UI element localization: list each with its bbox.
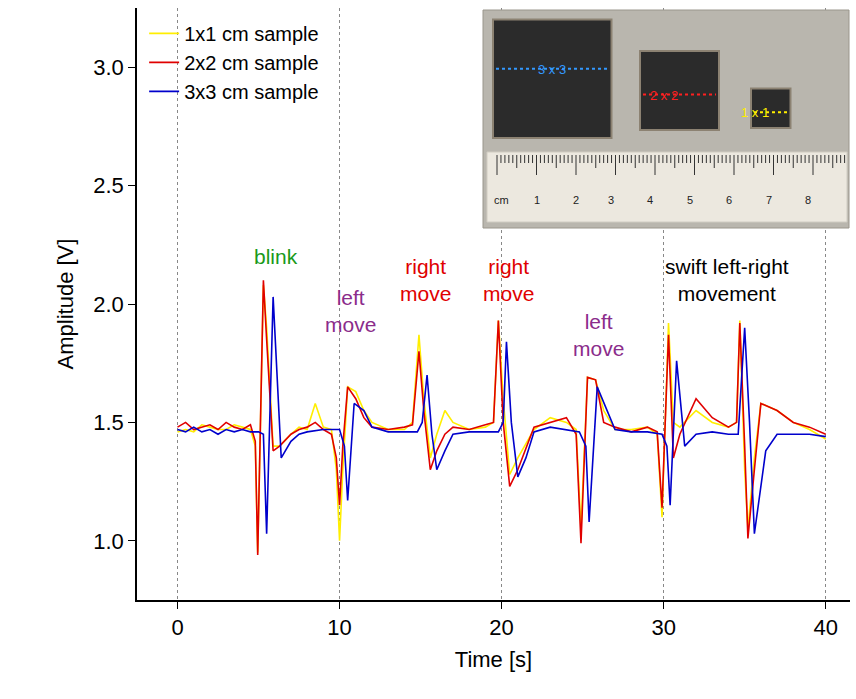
svg-text:2 x 2: 2 x 2 bbox=[650, 88, 678, 103]
svg-text:10: 10 bbox=[327, 615, 351, 640]
svg-text:3x3 cm sample: 3x3 cm sample bbox=[184, 81, 319, 103]
svg-text:1: 1 bbox=[534, 194, 540, 206]
svg-text:3 x 3: 3 x 3 bbox=[538, 62, 566, 77]
svg-text:1.5: 1.5 bbox=[93, 410, 124, 435]
svg-text:rightmove: rightmove bbox=[400, 255, 451, 305]
svg-text:7: 7 bbox=[766, 194, 772, 206]
svg-text:30: 30 bbox=[651, 615, 675, 640]
svg-text:rightmove: rightmove bbox=[483, 255, 534, 305]
svg-text:leftmove: leftmove bbox=[573, 310, 624, 360]
svg-text:5: 5 bbox=[687, 194, 693, 206]
svg-text:Time [s]: Time [s] bbox=[455, 647, 532, 672]
svg-text:4: 4 bbox=[647, 194, 653, 206]
svg-text:leftmove: leftmove bbox=[325, 286, 376, 336]
svg-text:1x1 cm sample: 1x1 cm sample bbox=[184, 23, 319, 45]
svg-text:2.5: 2.5 bbox=[93, 173, 124, 198]
svg-text:cm: cm bbox=[494, 194, 509, 206]
svg-text:2x2 cm sample: 2x2 cm sample bbox=[184, 52, 319, 74]
svg-text:40: 40 bbox=[813, 615, 837, 640]
svg-text:1 x 1: 1 x 1 bbox=[741, 105, 769, 120]
svg-text:2: 2 bbox=[573, 194, 579, 206]
svg-text:8: 8 bbox=[805, 194, 811, 206]
svg-text:Amplitude [V]: Amplitude [V] bbox=[53, 239, 78, 370]
svg-text:1.0: 1.0 bbox=[93, 529, 124, 554]
svg-text:3.0: 3.0 bbox=[93, 55, 124, 80]
svg-text:6: 6 bbox=[726, 194, 732, 206]
svg-text:3: 3 bbox=[608, 194, 614, 206]
svg-text:20: 20 bbox=[489, 615, 513, 640]
svg-text:swift left-rightmovement: swift left-rightmovement bbox=[665, 255, 789, 305]
svg-text:blink: blink bbox=[254, 245, 298, 268]
svg-text:0: 0 bbox=[171, 615, 183, 640]
svg-text:2.0: 2.0 bbox=[93, 292, 124, 317]
